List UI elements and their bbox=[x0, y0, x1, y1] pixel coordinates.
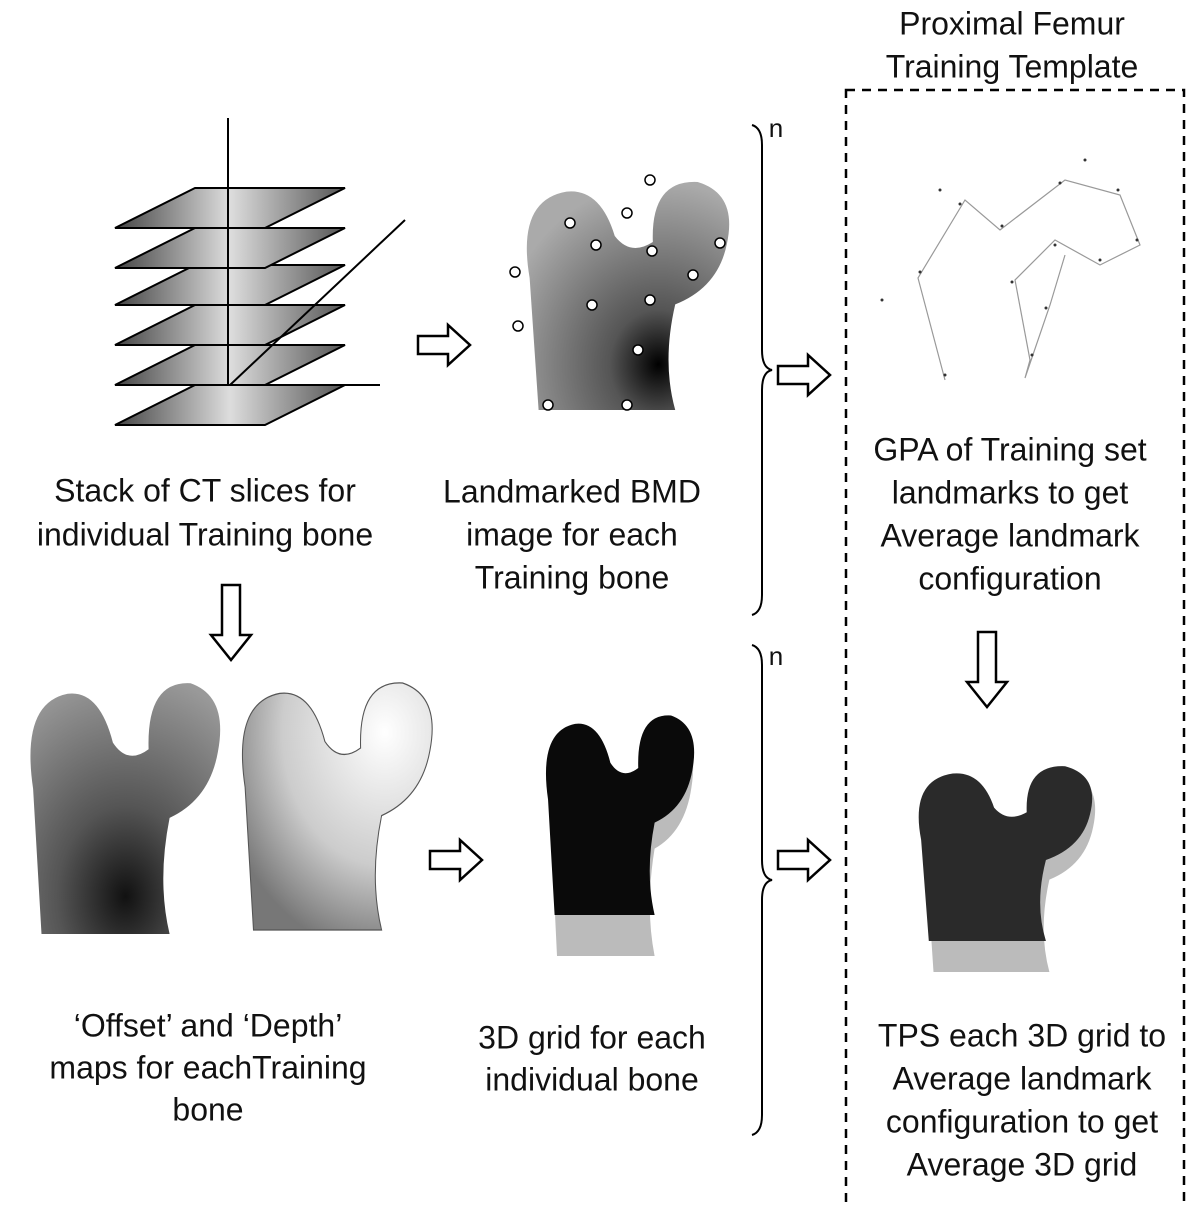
average-grid bbox=[919, 766, 1095, 972]
caption: maps for eachTraining bbox=[49, 1049, 366, 1085]
caption: configuration to get bbox=[886, 1103, 1158, 1139]
caption: configuration bbox=[918, 560, 1101, 596]
caption: ‘Offset’ and ‘Depth’ bbox=[74, 1007, 343, 1043]
brace-label: n bbox=[769, 641, 783, 671]
bmd-image bbox=[510, 175, 729, 410]
template-title: Proximal Femur bbox=[899, 5, 1125, 41]
caption: image for each bbox=[466, 516, 678, 552]
gpa-plot bbox=[881, 159, 1141, 381]
caption: Average landmark bbox=[880, 517, 1140, 553]
labels: Proximal Femur Training Template Stack of … bbox=[37, 5, 1166, 1182]
offset-map bbox=[30, 683, 220, 934]
template-title: Training Template bbox=[886, 48, 1139, 84]
brace-label: n bbox=[769, 113, 783, 143]
caption: bone bbox=[172, 1091, 243, 1127]
ct-stack bbox=[115, 118, 405, 425]
caption: 3D grid for each bbox=[478, 1019, 706, 1055]
caption: Stack of CT slices for bbox=[54, 472, 356, 508]
braces bbox=[752, 125, 772, 1135]
caption: GPA of Training set bbox=[873, 431, 1146, 467]
caption: individual Training bone bbox=[37, 516, 373, 552]
caption: Training bone bbox=[475, 559, 670, 595]
caption: Average 3D grid bbox=[907, 1146, 1138, 1182]
diagram: Proximal Femur Training Template Stack of … bbox=[0, 0, 1195, 1207]
depth-map bbox=[242, 683, 432, 930]
caption: individual bone bbox=[485, 1061, 699, 1097]
grid-3d bbox=[546, 715, 694, 956]
caption: Average landmark bbox=[892, 1060, 1152, 1096]
caption: Landmarked BMD bbox=[443, 473, 701, 509]
caption: landmarks to get bbox=[892, 474, 1129, 510]
caption: TPS each 3D grid to bbox=[878, 1017, 1166, 1053]
